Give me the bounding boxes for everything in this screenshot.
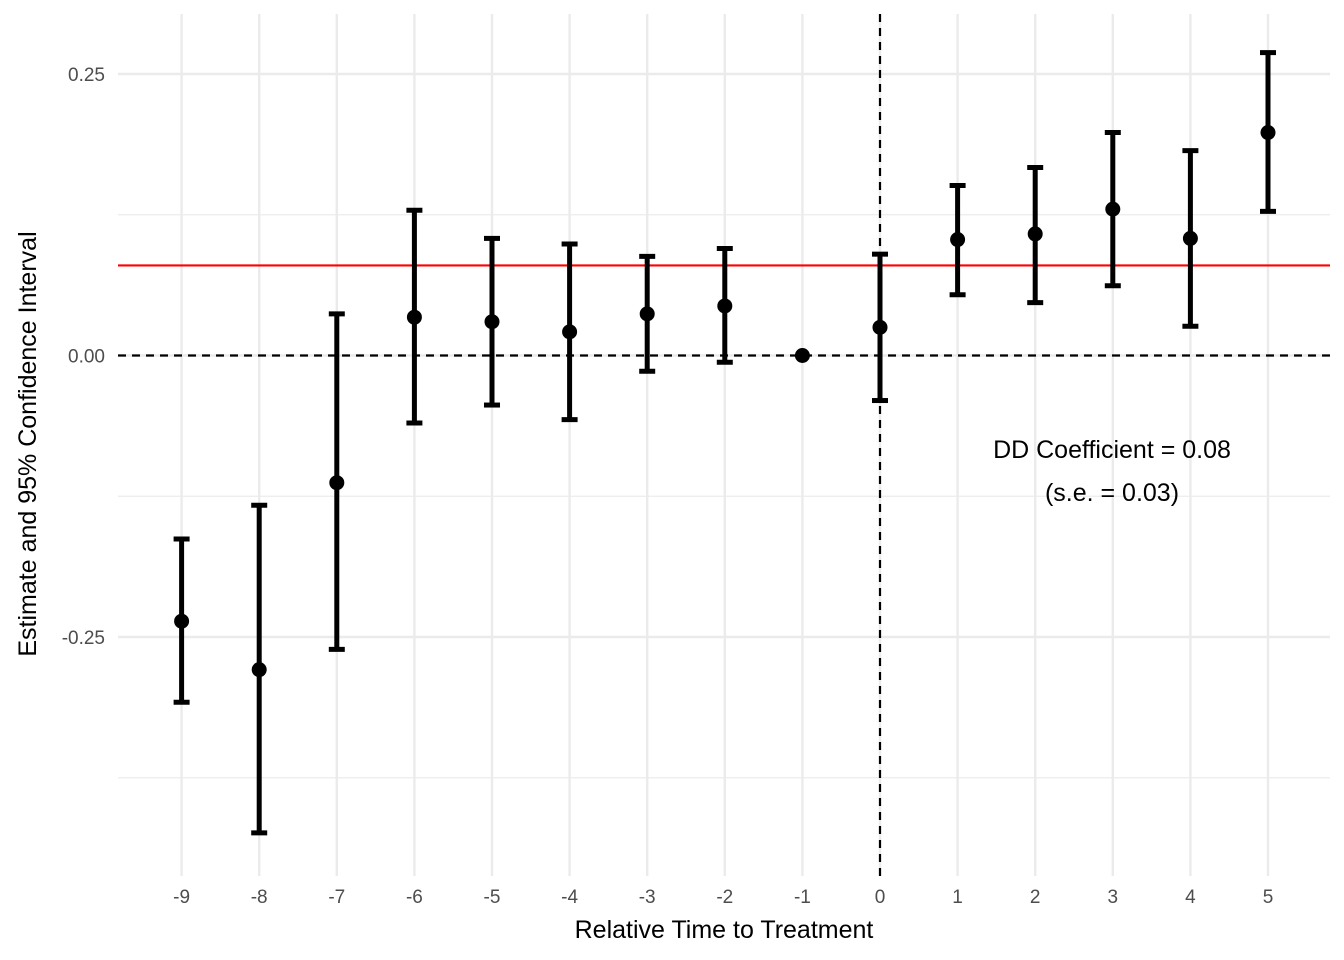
estimate-group [794, 348, 810, 363]
estimate-point [1182, 230, 1198, 246]
estimate-group [561, 241, 578, 423]
x-tick-label: 4 [1185, 887, 1196, 908]
x-tick-label: 2 [1030, 887, 1041, 908]
y-tick-label: 0.25 [68, 65, 105, 86]
x-tick-label: -6 [406, 887, 423, 908]
estimate-point [639, 306, 655, 322]
annotation-layer: DD Coefficient = 0.08 (s.e. = 0.03) [993, 436, 1231, 507]
y-tick-label: 0.00 [68, 347, 105, 368]
estimate-point [406, 309, 422, 325]
estimate-group [406, 207, 423, 426]
annotation-standard-error: (s.e. = 0.03) [1045, 479, 1179, 507]
estimate-point [794, 348, 810, 363]
estimate-group [1182, 148, 1199, 329]
estimate-group [251, 502, 268, 836]
estimate-point [484, 314, 500, 330]
estimate-point [1105, 201, 1121, 217]
estimate-group [173, 536, 190, 705]
estimate-point [872, 319, 888, 335]
estimate-point [174, 613, 190, 629]
annotation-dd-coefficient: DD Coefficient = 0.08 [993, 436, 1231, 464]
x-tick-label: -2 [716, 887, 733, 908]
x-tick-label: -5 [484, 887, 501, 908]
tick-labels: -9 -8 -7 -6 -5 -4 -3 -2 -1 0 1 2 3 4 5 -0.25 0.00 0.25 [62, 65, 1274, 908]
x-tick-label: -3 [639, 887, 656, 908]
estimate-point [1260, 125, 1276, 141]
x-tick-label: 5 [1263, 887, 1274, 908]
data-layer [173, 50, 1276, 836]
x-tick-label: -1 [794, 887, 811, 908]
y-axis-title: Estimate and 95% Confidence Interval [14, 231, 42, 656]
estimate-point [950, 232, 966, 248]
estimate-group [1104, 130, 1121, 289]
estimate-group [328, 311, 345, 652]
estimate-point [251, 662, 267, 678]
estimate-point [717, 298, 733, 314]
estimate-point [1027, 226, 1043, 242]
x-tick-label: 1 [952, 887, 963, 908]
estimate-group [639, 253, 656, 374]
estimate-group [716, 246, 733, 365]
estimate-group [949, 182, 966, 298]
x-tick-label: -8 [251, 887, 268, 908]
estimate-group [1260, 50, 1276, 214]
estimate-point [329, 475, 345, 491]
estimate-group [484, 235, 500, 408]
x-tick-label: -4 [561, 887, 578, 908]
estimate-group [1027, 164, 1044, 306]
x-tick-label: 3 [1108, 887, 1119, 908]
y-tick-label: -0.25 [62, 628, 105, 649]
estimate-group [872, 251, 888, 404]
x-axis-title: Relative Time to Treatment [575, 916, 874, 944]
x-tick-label: -7 [328, 887, 345, 908]
x-tick-label: 0 [875, 887, 886, 908]
estimate-point [562, 324, 578, 340]
x-tick-label: -9 [173, 887, 190, 908]
